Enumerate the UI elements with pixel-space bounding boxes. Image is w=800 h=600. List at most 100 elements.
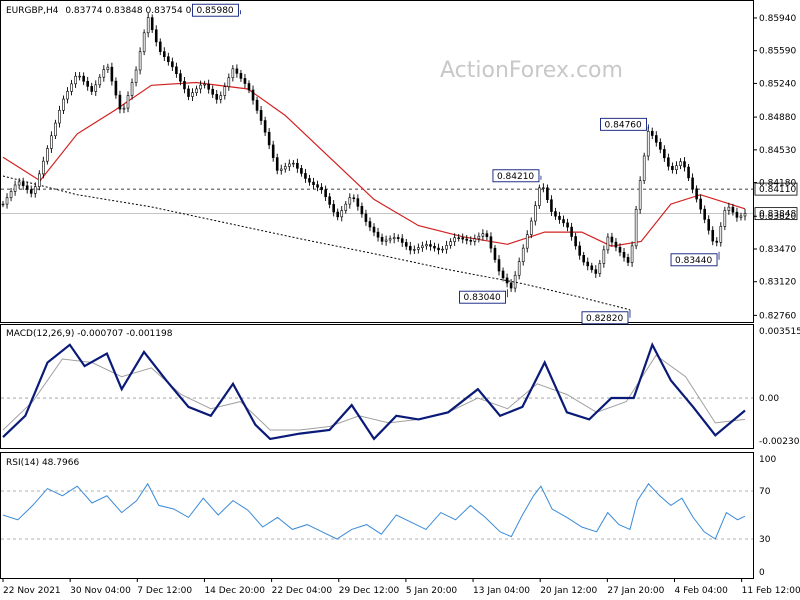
candle-body xyxy=(74,75,77,85)
candle-body xyxy=(408,245,412,251)
candle-body xyxy=(324,189,327,198)
candle-body xyxy=(50,135,53,149)
time-tick-label: 14 Dec 20:00 xyxy=(204,586,265,596)
candle-body xyxy=(586,261,590,267)
candle-body xyxy=(17,181,21,186)
candle-body xyxy=(739,215,743,218)
candle-body xyxy=(550,199,553,212)
candle-body xyxy=(598,263,602,274)
candle-body xyxy=(485,233,489,238)
candle-body xyxy=(78,75,81,78)
candle-body xyxy=(578,245,581,256)
price-tick-label: 0.83470 xyxy=(759,245,796,255)
candle-body xyxy=(203,83,206,86)
rsi-tick-label: 100 xyxy=(759,455,776,465)
macd-layer: 0.003515 0.00 -0.002306 xyxy=(1,327,800,447)
candle-body xyxy=(308,178,311,183)
candle-body xyxy=(5,197,9,205)
rsi-layer: 100 70 30 0 xyxy=(1,455,776,578)
candle-body xyxy=(235,68,239,74)
candle-body xyxy=(521,247,525,262)
price-tick-label: 0.84880 xyxy=(759,113,796,123)
candle-body xyxy=(106,66,110,70)
price-tick-label: 0.85940 xyxy=(759,14,796,24)
candle-body xyxy=(481,233,485,237)
candle-body xyxy=(158,41,162,52)
candle-body xyxy=(183,80,186,90)
macd-line xyxy=(2,342,746,441)
candle-body xyxy=(594,269,598,274)
price-tick-label: 0.82760 xyxy=(759,311,796,321)
price-pane-frame xyxy=(0,0,754,323)
candle-body xyxy=(255,99,259,111)
macd-signal-line xyxy=(2,354,746,431)
candle-body xyxy=(667,157,670,167)
candle-body xyxy=(263,120,267,133)
candle-body xyxy=(618,246,622,253)
candle-body xyxy=(727,206,731,211)
candle-body xyxy=(110,66,114,82)
candle-body xyxy=(433,245,436,249)
time-axis: 22 Nov 2021 30 Nov 04:00 7 Dec 12:00 14 Dec… xyxy=(2,578,800,596)
candle-body xyxy=(336,211,340,218)
candle-body xyxy=(723,210,727,227)
candle-body xyxy=(699,198,702,210)
candle-body xyxy=(396,237,400,239)
candle-body xyxy=(271,144,275,158)
candle-body xyxy=(227,77,231,87)
candle-body xyxy=(312,181,315,185)
macd-tick-label: 0.00 xyxy=(759,394,779,404)
candle-body xyxy=(538,187,541,206)
candle-body xyxy=(344,203,348,211)
candle-body xyxy=(437,247,440,251)
candle-body xyxy=(683,161,686,168)
rsi-label: RSI(14) 48.7966 xyxy=(6,458,79,468)
candle-body xyxy=(501,270,505,279)
candle-body xyxy=(42,160,45,175)
ohlc-label: 0.83774 0.83848 0.83754 0.83848 xyxy=(65,6,223,16)
annotation-box xyxy=(581,311,629,325)
candle-body xyxy=(654,135,658,143)
candle-body xyxy=(477,235,481,240)
candle-body xyxy=(86,80,89,87)
candle-body xyxy=(300,168,303,174)
candle-body xyxy=(275,157,279,171)
candle-body xyxy=(413,249,416,251)
time-tick-label: 22 Nov 2021 xyxy=(3,586,61,596)
candle-body xyxy=(118,94,122,110)
candle-body xyxy=(360,206,364,215)
resistance-tag: 0.84110 xyxy=(759,185,796,195)
candle-body xyxy=(638,180,642,210)
rsi-line xyxy=(2,482,746,540)
candle-body xyxy=(279,168,283,171)
annotation-box xyxy=(191,3,239,17)
candle-body xyxy=(130,82,134,96)
candle-body xyxy=(328,196,331,205)
candle-body xyxy=(215,93,219,100)
candle-body xyxy=(497,259,501,272)
candle-body xyxy=(187,88,190,97)
time-tick-label: 29 Dec 12:00 xyxy=(339,586,400,596)
candle-body xyxy=(58,110,61,124)
time-tick-label: 13 Jan 04:00 xyxy=(473,586,530,596)
candle-body xyxy=(630,245,634,263)
candle-body xyxy=(513,274,517,289)
rsi-pane-frame xyxy=(0,452,754,579)
time-tick-label: 22 Dec 04:00 xyxy=(272,586,333,596)
chart-header: EURGBP,H4 0.83774 0.83848 0.83754 0.8384… xyxy=(6,6,223,16)
candle-body xyxy=(364,213,368,222)
candle-body xyxy=(316,184,319,188)
candle-body xyxy=(163,51,166,57)
candle-body xyxy=(457,237,460,239)
candle-body xyxy=(663,149,666,159)
candle-body xyxy=(465,238,469,241)
price-tick-label: 0.84180 xyxy=(759,179,796,189)
current-price-tag-box xyxy=(754,207,798,221)
candle-body xyxy=(340,210,344,218)
candle-body xyxy=(352,197,356,200)
annotation-label: 0.85980 xyxy=(196,6,233,16)
candle-body xyxy=(675,165,678,171)
macd-tick-label: 0.003515 xyxy=(759,327,800,337)
annotation-label: 0.84760 xyxy=(605,120,642,130)
candle-body xyxy=(610,236,614,243)
